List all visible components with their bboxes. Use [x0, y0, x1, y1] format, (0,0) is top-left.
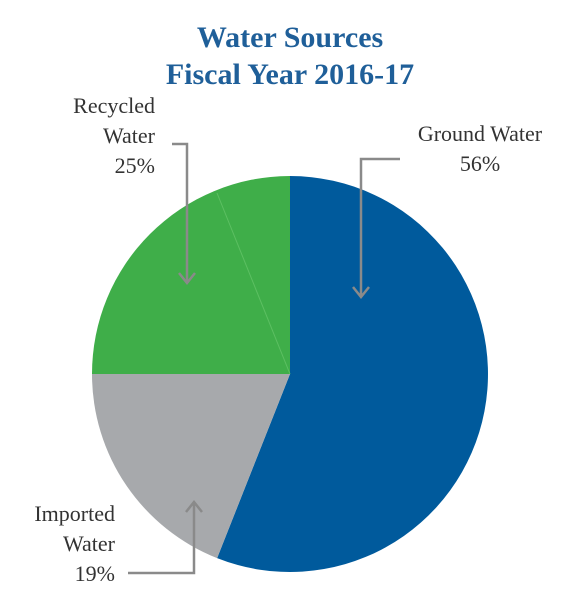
recycled-inner-divider: [216, 192, 291, 375]
ground-water-callout: [352, 157, 400, 300]
ground-water-label: Ground Water 56%: [418, 121, 543, 176]
ground-water-slice: [217, 176, 488, 572]
slice-labels: Ground Water 56% Imported Water 19% Recycled W…: [34, 93, 542, 586]
recycled-water-label: Recycled Water 25%: [73, 93, 156, 178]
imported-water-label-line: Water: [63, 531, 116, 556]
recycled-water-slice: [92, 176, 290, 374]
imported-water-label: Imported Water 19%: [34, 501, 115, 586]
recycled-water-label-line: Recycled: [73, 93, 155, 118]
chart-subtitle: Fiscal Year 2016-17: [166, 58, 414, 91]
recycled-water-label-line: 25%: [115, 153, 155, 178]
recycled-water-callout: [172, 142, 196, 286]
pie-slices: [91, 176, 488, 572]
imported-water-callout: [128, 499, 203, 575]
ground-water-label-line: 56%: [460, 151, 500, 176]
recycled-water-label-line: Water: [103, 123, 156, 148]
imported-water-label-line: 19%: [75, 561, 115, 586]
callout-arrows: [128, 142, 400, 575]
chart-title: Water Sources: [197, 21, 383, 54]
imported-water-slice: [91, 374, 290, 559]
ground-water-label-line: Ground Water: [418, 121, 543, 146]
imported-water-label-line: Imported: [34, 501, 115, 526]
